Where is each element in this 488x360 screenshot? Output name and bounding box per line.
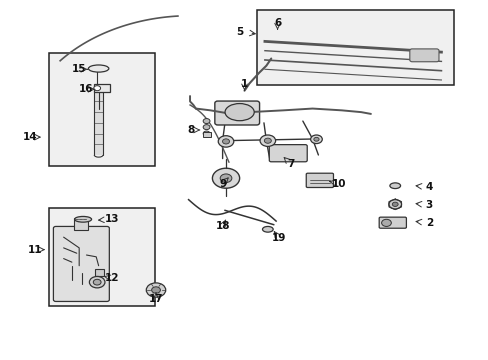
Circle shape (146, 283, 165, 297)
FancyBboxPatch shape (378, 217, 406, 228)
Text: 14: 14 (23, 132, 38, 142)
Text: 3: 3 (425, 200, 432, 210)
Text: 12: 12 (105, 273, 119, 283)
Text: 5: 5 (236, 27, 243, 37)
Circle shape (381, 219, 390, 226)
FancyBboxPatch shape (202, 132, 210, 137)
Circle shape (93, 279, 101, 285)
Bar (94, 91, 103, 155)
Text: 11: 11 (28, 245, 42, 255)
Text: 17: 17 (148, 294, 163, 303)
FancyBboxPatch shape (53, 226, 109, 301)
Circle shape (94, 86, 101, 91)
FancyBboxPatch shape (409, 49, 438, 62)
Ellipse shape (389, 183, 400, 189)
Bar (256, 10, 453, 85)
Text: 15: 15 (72, 64, 86, 74)
Circle shape (388, 200, 401, 209)
Circle shape (151, 287, 160, 293)
Circle shape (313, 138, 319, 141)
Circle shape (310, 135, 322, 144)
Text: 8: 8 (187, 125, 194, 135)
Ellipse shape (88, 65, 109, 72)
Text: 2: 2 (425, 218, 432, 228)
Circle shape (203, 131, 209, 136)
FancyBboxPatch shape (214, 101, 259, 125)
Text: 16: 16 (79, 84, 94, 94)
Text: 18: 18 (215, 221, 229, 231)
Circle shape (218, 136, 233, 147)
Bar (49, 207, 155, 306)
Text: 19: 19 (271, 233, 285, 243)
Circle shape (260, 135, 275, 147)
Circle shape (212, 168, 239, 188)
Ellipse shape (224, 104, 254, 121)
Circle shape (222, 139, 229, 144)
Circle shape (391, 202, 397, 206)
Text: 4: 4 (425, 182, 432, 192)
Ellipse shape (74, 216, 91, 222)
Circle shape (220, 174, 231, 183)
FancyBboxPatch shape (269, 145, 306, 162)
Text: 1: 1 (241, 78, 247, 89)
Circle shape (264, 138, 271, 143)
Text: 9: 9 (219, 179, 226, 189)
Bar (49, 53, 155, 166)
Text: 6: 6 (273, 18, 281, 28)
Bar (95, 269, 104, 276)
Text: 10: 10 (331, 179, 346, 189)
Circle shape (203, 118, 209, 123)
Circle shape (89, 276, 105, 288)
Ellipse shape (262, 226, 273, 232)
FancyBboxPatch shape (94, 84, 110, 92)
FancyBboxPatch shape (305, 173, 333, 188)
Text: 13: 13 (105, 214, 119, 224)
Bar (74, 217, 88, 230)
Circle shape (203, 125, 209, 130)
Text: 7: 7 (286, 159, 294, 169)
